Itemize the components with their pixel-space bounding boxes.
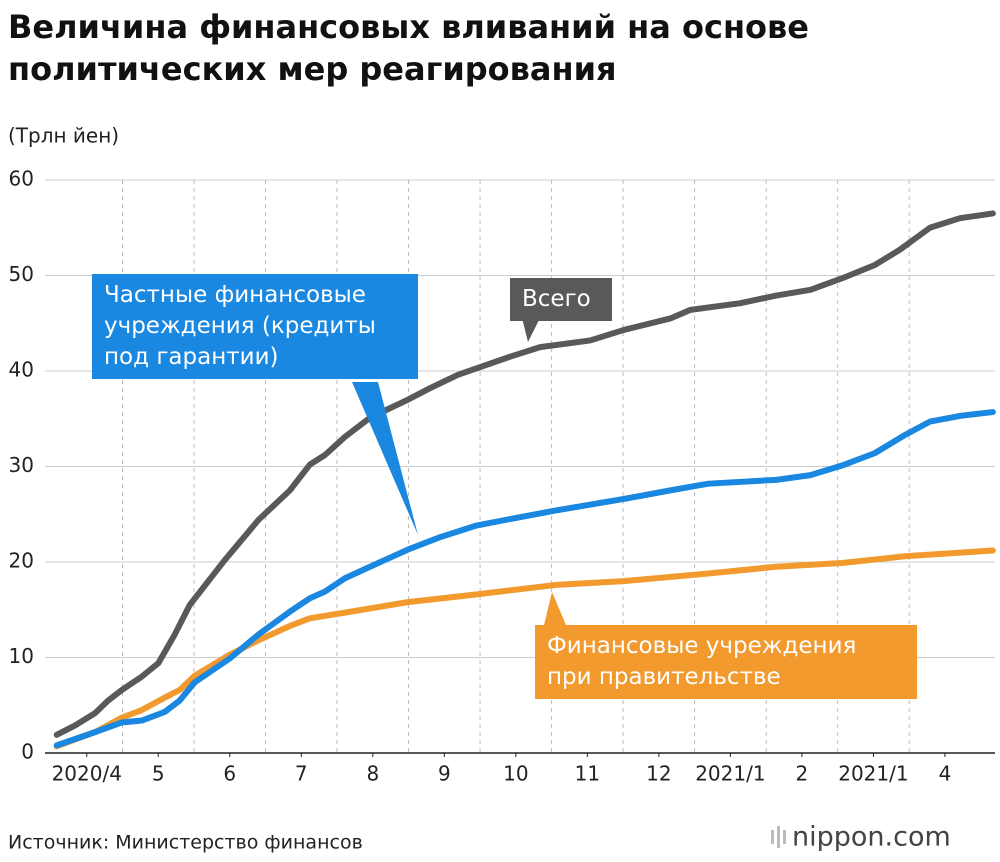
chart-title: Величина финансовых вливаний на основе п… [8,8,809,88]
brand-icon [771,826,786,848]
series-label: Финансовые учреждения при правительстве [535,625,917,699]
series-label: Частные финансовые учреждения (кредиты п… [92,274,418,379]
y-tick-label: 10 [9,644,34,668]
x-tick-label: 9 [438,762,451,786]
x-tick-label: 8 [366,762,379,786]
x-tick-label: 12 [646,762,671,786]
x-tick-label: 2021/1 [838,762,908,786]
x-tick-label: 5 [152,762,165,786]
x-tick-label: 10 [503,762,528,786]
series-label: Всего [510,278,612,321]
y-tick-label: 30 [9,453,34,477]
x-tick-label: 4 [939,762,952,786]
source: Источник: Министерство финансов [8,832,363,854]
line-series [53,547,996,750]
line-series [53,409,996,749]
callout-pointer [522,318,540,342]
x-tick-label: 2021/1 [695,762,765,786]
x-tick-label: 6 [223,762,236,786]
x-tick-label: 7 [295,762,308,786]
y-tick-label: 50 [9,262,34,286]
callout-pointer [544,592,566,625]
callout-pointer [352,382,418,535]
x-tick-label: 2 [796,762,809,786]
y-tick-label: 60 [9,167,34,191]
y-tick-label: 40 [9,358,34,382]
x-tick-label: 11 [575,762,600,786]
brand: nippon.com [792,822,951,853]
y-tick-label: 0 [21,740,34,764]
y-tick-label: 20 [9,549,34,573]
x-tick-label: 2020/4 [52,762,122,786]
line-series [53,210,996,738]
y-axis-label: (Трлн йен) [8,124,119,148]
